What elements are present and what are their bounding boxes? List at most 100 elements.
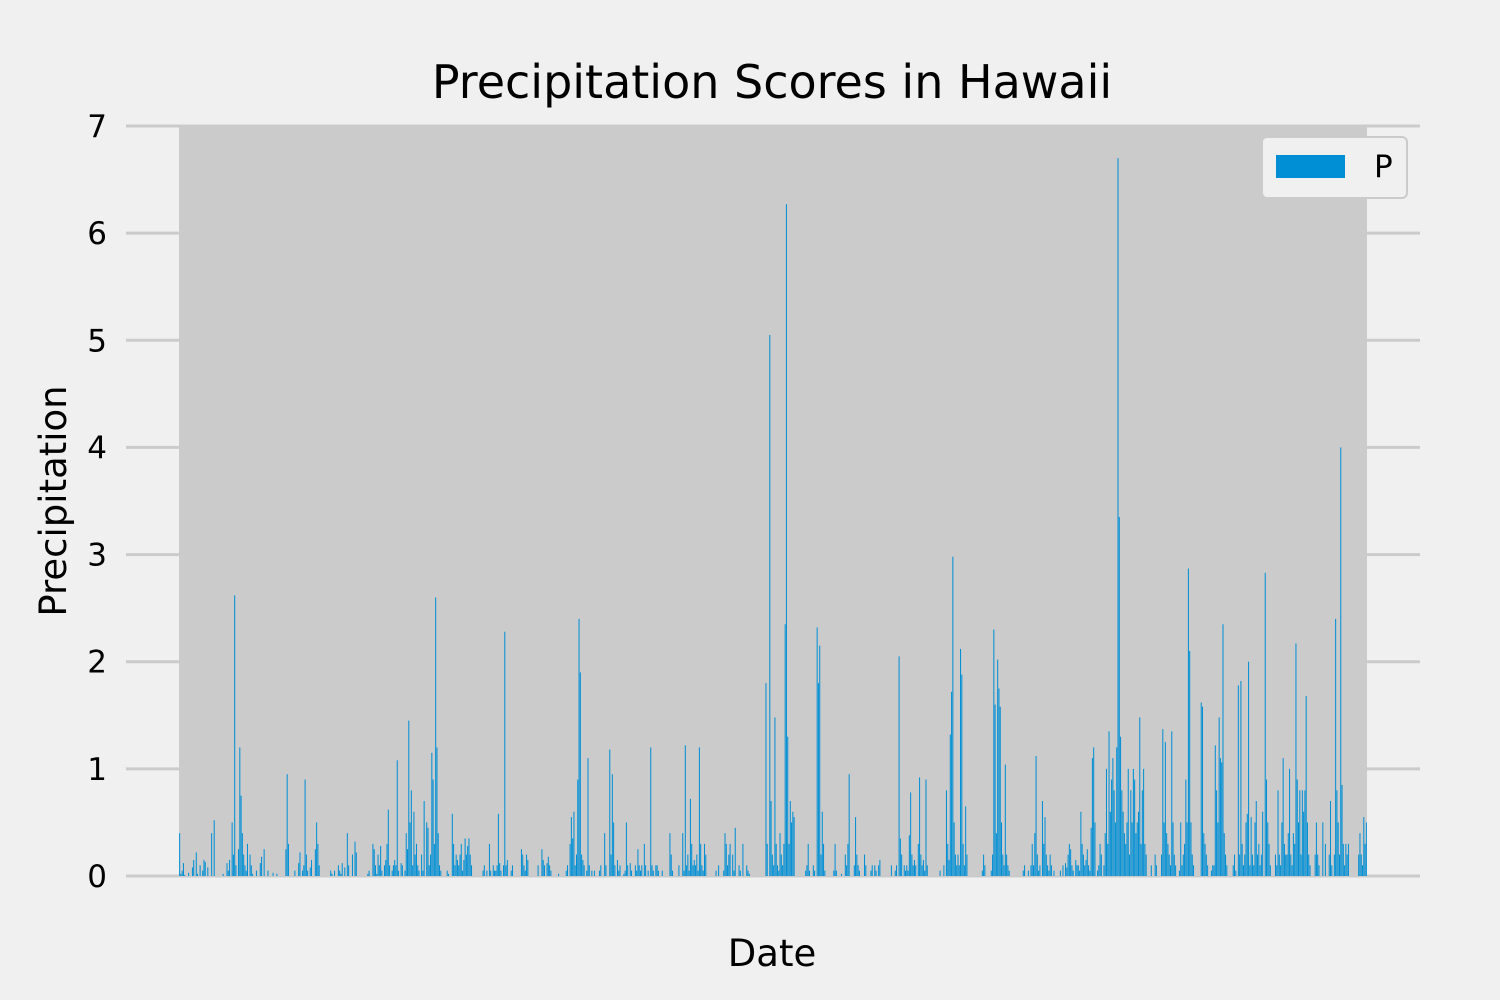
precipitation-bar [1201,706,1204,876]
y-tick-label: 4 [87,430,107,466]
precipitation-bar [1286,854,1288,876]
precipitation-bar [901,854,903,876]
precipitation-bar [1254,822,1256,876]
precipitation-bar [1237,685,1239,876]
precipitation-bar [993,629,995,876]
precipitation-bar [303,865,305,876]
precipitation-bar [1346,854,1348,876]
precipitation-bar [286,774,288,876]
precipitation-bar [919,777,921,876]
precipitation-bar [907,870,909,876]
precipitation-bar [1077,865,1079,876]
precipitation-bar [567,865,569,876]
precipitation-bar [878,865,880,876]
precipitation-bar [204,862,206,876]
precipitation-bar [1189,651,1191,876]
precipitation-bar [591,870,593,876]
precipitation-bar [1079,870,1081,876]
precipitation-bar [1123,833,1125,876]
precipitation-bar [948,859,950,876]
precipitation-bar [432,779,434,876]
precipitation-bar [1173,854,1175,876]
chart-title: Precipitation Scores in Hawaii [432,55,1112,109]
precipitation-bar [1190,822,1192,876]
precipitation-bar [304,779,306,876]
precipitation-bar [1084,865,1086,876]
precipitation-bar [506,859,508,876]
precipitation-bar [865,865,867,876]
precipitation-bar [1314,854,1316,876]
precipitation-bar [1150,865,1152,876]
precipitation-bar [1140,843,1142,876]
precipitation-bar [394,859,396,876]
precipitation-bar [1191,854,1193,876]
precipitation-bar [1154,854,1156,876]
precipitation-bar [405,833,407,876]
precipitation-bar [1219,758,1221,876]
precipitation-bar [788,843,790,876]
precipitation-bar [412,865,414,876]
precipitation-bar [1324,843,1326,876]
precipitation-bar [853,865,855,876]
precipitation-bar [422,870,424,876]
precipitation-bar [806,865,808,876]
precipitation-bar [1360,854,1362,876]
precipitation-bar [769,334,771,876]
precipitation-bar [1207,865,1209,876]
precipitation-bar [687,854,689,876]
precipitation-bar [958,865,960,876]
precipitation-bar [1300,854,1302,876]
legend: P [1261,136,1408,199]
precipitation-bar [1255,801,1257,876]
precipitation-bar [1121,790,1123,876]
precipitation-bar [920,854,922,876]
precipitation-bar [383,865,385,876]
precipitation-bar [1277,790,1279,876]
precipitation-bar [527,859,529,876]
precipitation-bar [765,683,767,876]
precipitation-bar [414,854,416,876]
precipitation-bar [784,624,786,876]
precipitation-bar [981,870,983,876]
precipitation-bar [334,870,336,876]
precipitation-bar [1344,865,1346,876]
precipitation-bar [222,873,224,876]
precipitation-bar [1242,865,1244,876]
precipitation-bar [272,872,274,876]
precipitation-bar [1347,843,1349,876]
precipitation-bar [404,870,406,876]
precipitation-bar [1309,865,1311,876]
precipitation-bar [1022,870,1024,876]
precipitation-bar [373,849,375,876]
precipitation-bar [1126,822,1128,876]
precipitation-bar [378,865,380,876]
precipitation-bar [1169,865,1171,876]
precipitation-bar [465,854,467,876]
precipitation-bar [1099,843,1101,876]
precipitation-bar [317,843,319,876]
precipitation-bar [294,870,296,876]
precipitation-bar [961,674,963,876]
precipitation-bar [691,843,693,876]
precipitation-bar [586,870,588,876]
precipitation-bar [436,747,438,876]
precipitation-bar [578,618,580,876]
precipitation-bar [997,659,999,876]
precipitation-bar [1260,854,1262,876]
precipitation-bar [613,822,615,876]
precipitation-bar [569,843,571,876]
precipitation-bar [1081,843,1083,876]
precipitation-bar [241,833,243,876]
y-tick-label: 1 [87,752,107,788]
precipitation-bar [246,843,248,876]
precipitation-bar [1216,790,1218,876]
precipitation-bar [1035,756,1037,876]
precipitation-bar [1214,745,1216,876]
precipitation-bar [1088,865,1090,876]
precipitation-bar [430,854,432,876]
precipitation-bar [1117,158,1119,876]
precipitation-bar [387,809,389,876]
precipitation-bar [609,749,611,876]
precipitation-bar [310,859,313,876]
precipitation-bar [455,854,457,876]
